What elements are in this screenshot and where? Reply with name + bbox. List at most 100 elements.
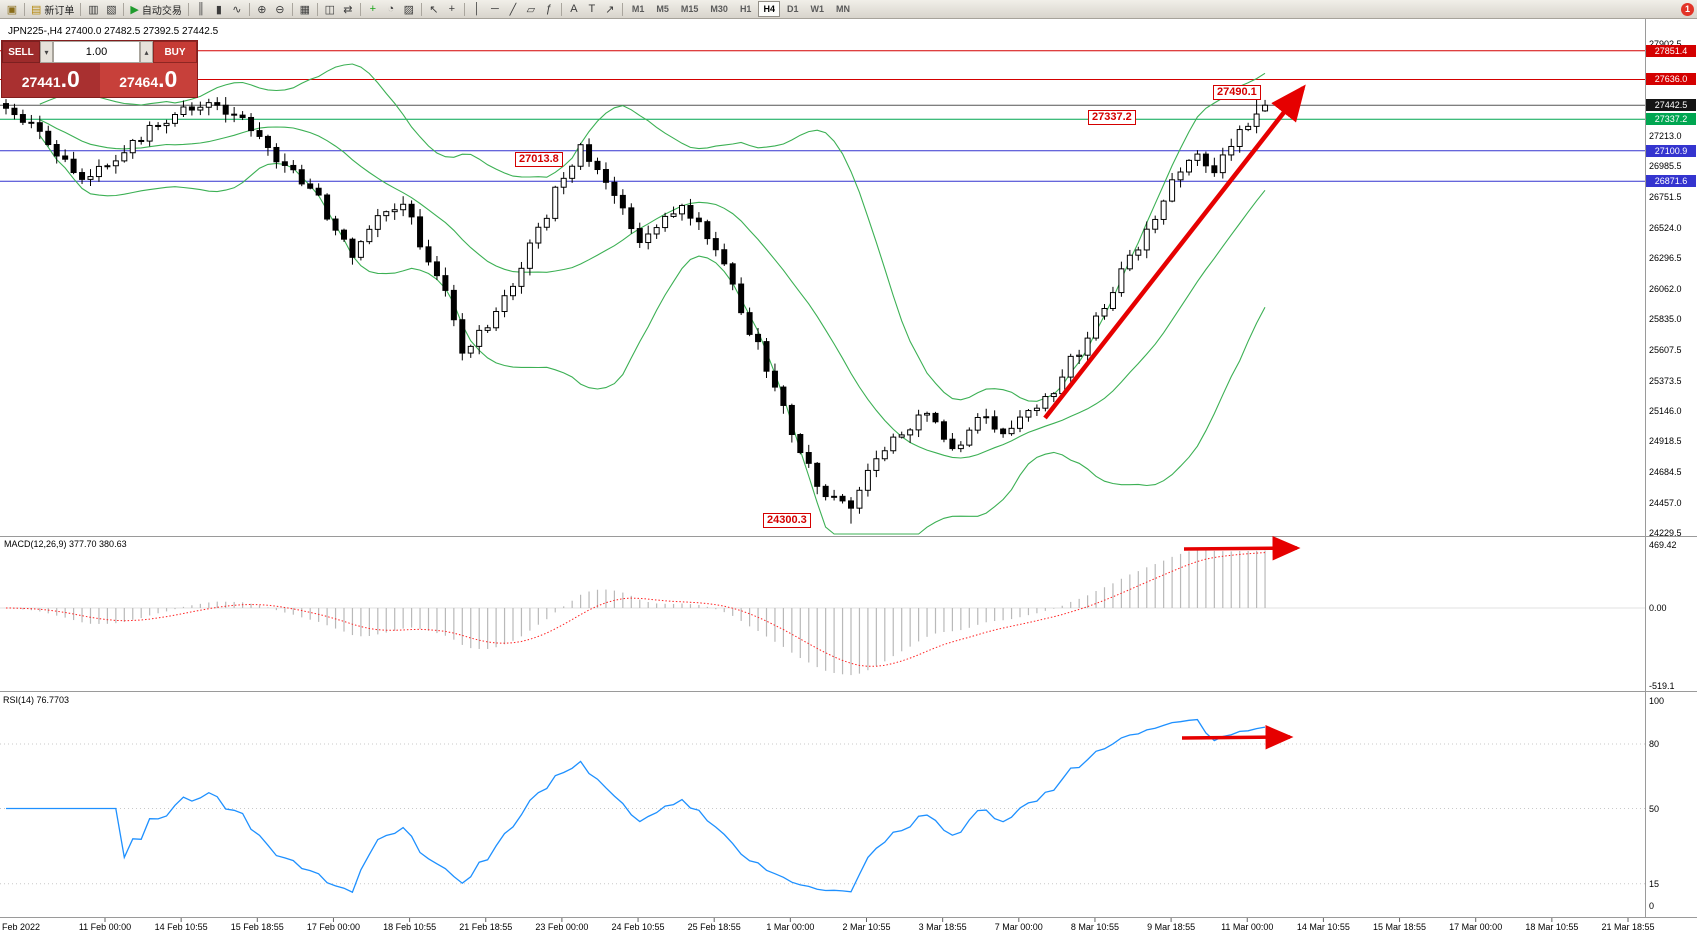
volume-up-button[interactable]: ▴ (140, 41, 153, 63)
macd-axis-label: -519.1 (1649, 681, 1675, 691)
macd-indicator-label: MACD(12,26,9) 377.70 380.63 (4, 539, 127, 549)
notification-badge[interactable]: 1 (1681, 2, 1694, 16)
fibonacci-icon: ƒ (545, 3, 552, 15)
arrange-windows-button[interactable]: ◫ (321, 1, 339, 18)
sell-button[interactable]: SELL (2, 41, 40, 63)
tile-windows-button[interactable]: ▦ (296, 1, 314, 18)
cursor-icon: ↖ (429, 3, 439, 16)
trend-arrow[interactable] (1181, 724, 1294, 750)
chart-shift-button[interactable]: ⇄ (339, 1, 357, 18)
horizontal-line-tool-icon: ─ (490, 3, 499, 15)
price-axis-tick: 26751.5 (1649, 192, 1682, 203)
chart-shift-icon: ⇄ (343, 3, 353, 16)
time-axis-label: 15 Mar 18:55 (1373, 922, 1427, 932)
chart-bars-icon: ║ (196, 3, 205, 15)
buy-price-button[interactable]: 27464.0 (99, 63, 197, 97)
cursor-button[interactable]: ↖ (425, 1, 443, 18)
timeframe-h4-button[interactable]: H4 (758, 1, 780, 17)
time-axis-label: 17 Feb 00:00 (306, 922, 360, 932)
trade-panel-prices: 27441.0 27464.0 (2, 63, 197, 97)
new-order-button[interactable]: ▤ 新订单 (28, 1, 77, 18)
zoom-in-button[interactable]: ⊕ (253, 1, 271, 18)
zoom-out-icon: ⊖ (275, 3, 285, 16)
price-callout[interactable]: 24300.3 (763, 513, 811, 528)
trend-arrow[interactable] (1043, 84, 1306, 420)
arrow-objects-button[interactable]: ↗ (601, 1, 619, 18)
timeframe-m30-button[interactable]: M30 (710, 4, 728, 14)
chart-line-button[interactable]: ∿ (228, 1, 246, 18)
fibonacci-button[interactable]: ƒ (540, 1, 558, 18)
price-axis-tick: 25835.0 (1649, 314, 1682, 325)
macd-histogram (13, 549, 1266, 676)
chart-candlesticks-button[interactable]: ▮ (210, 1, 228, 18)
rsi-line (6, 718, 1266, 894)
toolbar-separator (621, 2, 623, 16)
one-click-trade-panel: SELL ▾ ▴ BUY 27441.0 27464.0 (1, 40, 198, 98)
time-axis-label: 24 Feb 10:55 (611, 922, 665, 932)
bid-price-tag: 27442.5 (1646, 99, 1696, 112)
templates-button[interactable]: ▨ (400, 1, 418, 18)
toolbar-separator (80, 2, 82, 16)
timeframe-m15-button[interactable]: M15 (680, 4, 699, 14)
price-line-tag: 27337.2 (1646, 113, 1696, 126)
indicators-button[interactable]: + (364, 1, 382, 18)
time-axis-label: 25 Feb 18:55 (687, 922, 741, 932)
time-axis-label: 21 Mar 18:55 (1601, 922, 1655, 932)
time-axis-label: 11 Mar 00:00 (1221, 922, 1274, 932)
price-axis-tick: 24229.5 (1649, 528, 1682, 538)
new-chart-button[interactable]: ▣ (3, 1, 21, 18)
time-axis-label: 23 Feb 00:00 (535, 922, 589, 932)
price-axis-tick: 26985.5 (1649, 161, 1682, 172)
price-line-tag: 27100.9 (1646, 144, 1696, 157)
trend-arrow[interactable] (1183, 535, 1301, 561)
chart-bars-button[interactable]: ║ (192, 1, 210, 18)
rsi-axis-label: 80 (1649, 739, 1660, 749)
price-axis-tick: 25373.5 (1649, 375, 1682, 386)
timeframe-m5-button[interactable]: M5 (656, 4, 669, 14)
auto-trading-label: 自动交易 (141, 5, 182, 17)
market-watch-button[interactable]: ▥ (84, 1, 102, 18)
auto-trading-button[interactable]: ▶ 自动交易 (127, 1, 184, 18)
market-watch-icon: ▥ (88, 3, 99, 16)
time-axis-label: 11 Feb 00:00 (78, 922, 132, 932)
timeframe-w1-button[interactable]: W1 (810, 4, 824, 14)
price-callout[interactable]: 27337.2 (1088, 110, 1136, 125)
new-order-label: 新订单 (44, 5, 75, 17)
channel-button[interactable]: ▱ (522, 1, 540, 18)
horizontal-line-tool-button[interactable]: ─ (486, 1, 504, 18)
toolbar-separator (123, 2, 125, 16)
price-axis-tick: 27902.5 (1649, 39, 1682, 49)
time-axis-label: 1 Mar 00:00 (766, 922, 815, 932)
volume-input[interactable] (53, 41, 140, 63)
price-callout[interactable]: 27013.8 (515, 152, 563, 167)
timeframe-h1-button[interactable]: H1 (739, 4, 752, 14)
vertical-line-icon: │ (473, 3, 481, 15)
toolbar-separator (560, 2, 562, 16)
bollinger-band (39, 135, 1266, 535)
price-callout[interactable]: 27490.1 (1213, 85, 1261, 100)
toolbar-separator (316, 2, 318, 16)
time-axis-label: 18 Mar 10:55 (1525, 922, 1579, 932)
text-label-button[interactable]: T (583, 1, 601, 18)
vertical-line-button[interactable]: │ (468, 1, 486, 18)
sell-price-button[interactable]: 27441.0 (2, 63, 100, 97)
toolbar-separator (291, 2, 293, 16)
chart-title: JPN225-,H4 27400.0 27482.5 27392.5 27442… (8, 26, 219, 37)
rsi-indicator-label: RSI(14) 76.7703 (3, 695, 70, 705)
buy-button[interactable]: BUY (153, 41, 197, 63)
crosshair-button[interactable]: + (443, 1, 461, 18)
timeframe-mn-button[interactable]: MN (835, 4, 850, 14)
text-button[interactable]: A (565, 1, 583, 18)
timeframe-m1-button[interactable]: M1 (631, 4, 645, 14)
periods-button[interactable]: ◔ (382, 1, 400, 18)
timeframe-d1-button[interactable]: D1 (786, 4, 799, 14)
time-axis-label: Feb 2022 (2, 922, 41, 932)
zoom-out-button[interactable]: ⊖ (271, 1, 289, 18)
trendline-button[interactable]: ╱ (504, 1, 522, 18)
price-line-tag: 26871.6 (1646, 175, 1696, 188)
chart-line-icon: ∿ (232, 3, 242, 16)
volume-down-button[interactable]: ▾ (40, 41, 53, 63)
macd-axis-label: 0.00 (1649, 603, 1667, 613)
navigator-button[interactable]: ▧ (102, 1, 120, 18)
